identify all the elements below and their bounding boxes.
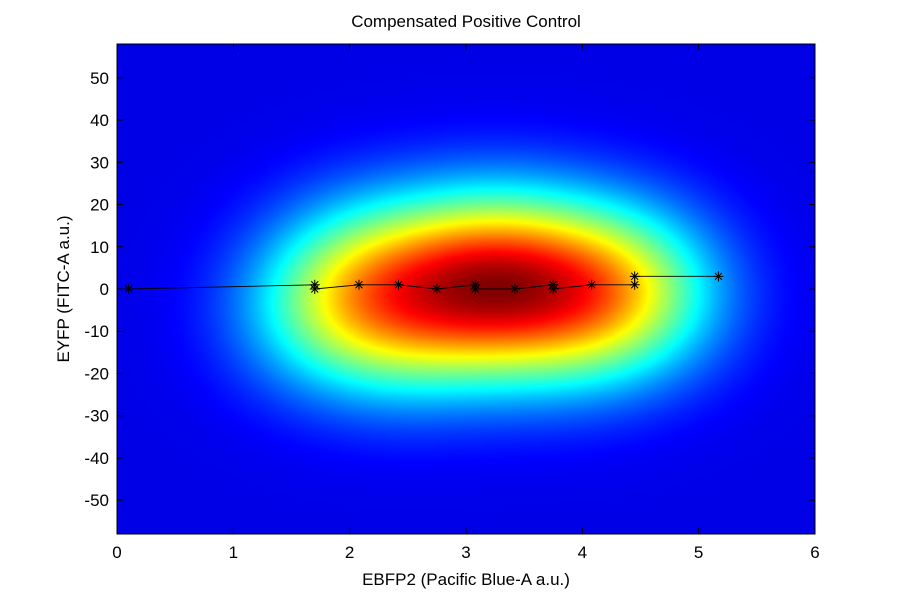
y-tick-label: -50	[84, 491, 109, 510]
y-tick-label: 40	[90, 111, 109, 130]
y-tick-label: -40	[84, 449, 109, 468]
x-tick-label: 3	[461, 543, 470, 562]
series-point-marker	[548, 284, 559, 294]
density-heatmap	[117, 44, 815, 534]
y-tick-label: -10	[84, 322, 109, 341]
x-tick-label: 4	[578, 543, 587, 562]
x-tick-label: 0	[112, 543, 121, 562]
y-tick-label: 50	[90, 69, 109, 88]
plot-area	[116, 43, 816, 535]
y-tick-label: 30	[90, 153, 109, 172]
x-axis-label: EBFP2 (Pacific Blue-A a.u.)	[362, 570, 570, 589]
x-tick-label: 5	[694, 543, 703, 562]
y-axis-label: EYFP (FITC-A a.u.)	[54, 215, 73, 362]
y-tick-label: 10	[90, 238, 109, 257]
series-point-marker	[393, 279, 404, 290]
series-point-marker	[713, 271, 724, 282]
chart-title: Compensated Positive Control	[351, 12, 581, 31]
series-point-marker	[629, 271, 640, 282]
y-tick-label: -30	[84, 407, 109, 426]
x-axis: 0 1 2 3 4 5 6	[112, 44, 820, 562]
x-tick-label: 1	[229, 543, 238, 562]
series-point-marker	[586, 279, 597, 290]
series-point-marker	[353, 279, 364, 290]
series-point-marker	[309, 284, 320, 294]
series-point-marker	[509, 284, 520, 294]
series-point-marker	[123, 284, 134, 294]
y-tick-label: 20	[90, 196, 109, 215]
x-tick-label: 6	[810, 543, 819, 562]
x-tick-label: 2	[345, 543, 354, 562]
y-tick-label: 0	[100, 280, 109, 299]
series-point-marker	[629, 279, 640, 290]
series-layer	[123, 271, 724, 294]
series-point-marker	[470, 284, 481, 294]
y-axis: -50 -40 -30 -20 -10 0 10 20 30 40 50	[84, 69, 815, 510]
series-point-marker	[431, 284, 442, 294]
y-tick-label: -20	[84, 364, 109, 383]
